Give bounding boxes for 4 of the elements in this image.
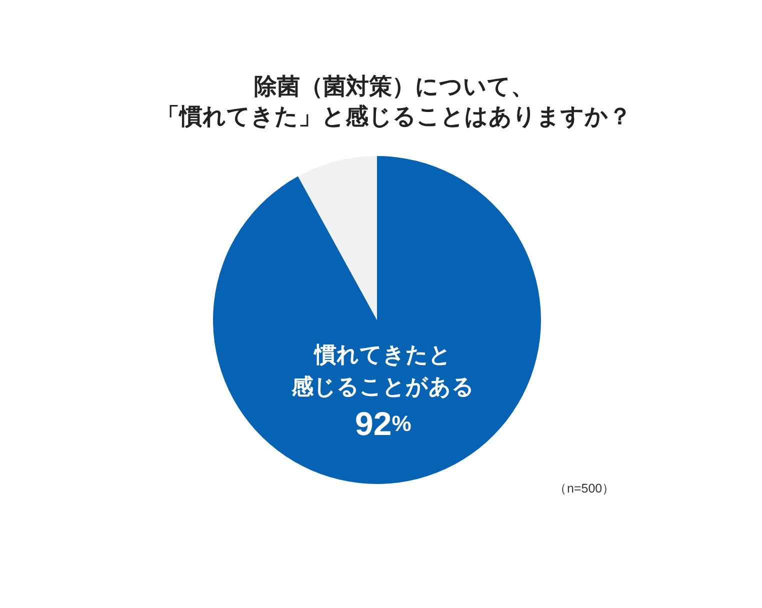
data-label: 92% (355, 404, 412, 442)
slice-label: 慣れてきたと感じることがある (290, 342, 475, 399)
text: （n=500） (554, 482, 616, 496)
chart-title: 除菌（菌対策）について、「慣れてきた」と感じることはありますか？ (156, 73, 632, 129)
